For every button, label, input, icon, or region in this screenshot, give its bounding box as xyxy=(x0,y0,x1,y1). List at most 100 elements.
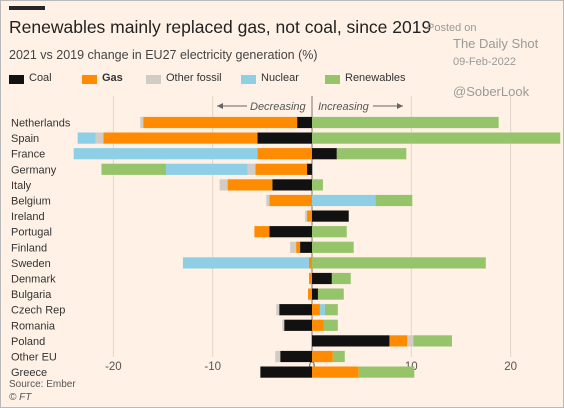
bar-other-fossil xyxy=(305,210,308,222)
bar-coal xyxy=(312,148,337,160)
bar-coal xyxy=(260,366,312,378)
legend-label-nuclear: Nuclear xyxy=(261,72,299,84)
bar-renewables xyxy=(358,366,415,378)
bar-gas xyxy=(389,335,408,347)
legend-swatch-renewables xyxy=(325,75,340,84)
watermark-handle: @SoberLook xyxy=(453,84,530,99)
category-label: Netherlands xyxy=(11,118,71,130)
bar-renewables xyxy=(375,194,413,207)
bar-gas xyxy=(143,116,298,129)
bar-nuclear xyxy=(73,148,258,160)
bar-other-fossil xyxy=(276,304,280,316)
bar-renewables xyxy=(336,148,407,160)
bar-gas xyxy=(309,272,312,285)
legend-label-renewables: Renewables xyxy=(345,72,406,84)
bar-gas xyxy=(312,366,359,378)
bar-other-fossil xyxy=(275,350,281,363)
bar-gas xyxy=(103,132,258,144)
bar-renewables xyxy=(332,350,345,363)
bar-other-fossil xyxy=(407,335,414,347)
category-label: Poland xyxy=(11,336,45,348)
bar-gas xyxy=(257,148,312,160)
bar-renewables xyxy=(312,241,354,253)
x-tick-label: -10 xyxy=(204,361,221,373)
bar-coal xyxy=(297,116,312,129)
legend-label-other-fossil: Other fossil xyxy=(166,72,222,84)
category-label: Italy xyxy=(11,180,32,192)
bar-gas xyxy=(227,179,273,191)
bar-other-fossil xyxy=(95,132,104,144)
bar-nuclear xyxy=(166,163,248,175)
bar-coal xyxy=(279,304,312,316)
bar-renewables xyxy=(312,179,323,191)
bar-renewables xyxy=(101,163,167,175)
bar-coal xyxy=(284,319,312,331)
bar-renewables xyxy=(312,257,486,269)
bar-coal xyxy=(280,350,312,363)
watermark-posted-on: Posted on xyxy=(427,22,477,34)
bar-nuclear xyxy=(77,132,96,144)
bar-other-fossil xyxy=(282,319,285,331)
chart-subtitle: 2021 vs 2019 change in EU27 electricity … xyxy=(9,48,318,62)
bar-coal xyxy=(312,288,318,300)
category-label: France xyxy=(11,149,45,161)
bar-renewables xyxy=(324,304,338,316)
bar-coal xyxy=(307,163,312,175)
chart-title: Renewables mainly replaced gas, not coal… xyxy=(9,17,432,37)
legend-swatch-gas xyxy=(82,75,97,84)
category-label: Spain xyxy=(11,133,39,145)
legend-swatch-coal xyxy=(9,75,24,84)
x-tick-label: -20 xyxy=(105,361,122,373)
bar-renewables xyxy=(413,335,453,347)
bar-other-fossil xyxy=(219,179,228,191)
bar-coal xyxy=(269,226,312,238)
category-label: Greece xyxy=(11,367,47,379)
bar-nuclear xyxy=(312,194,376,207)
bar-gas xyxy=(254,226,270,238)
decreasing-label: Decreasing xyxy=(250,101,307,113)
bar-renewables xyxy=(312,226,347,238)
watermark-publisher: The Daily Shot xyxy=(453,36,539,51)
bar-renewables xyxy=(317,288,344,300)
bar-gas xyxy=(269,194,312,207)
category-label: Bulgaria xyxy=(11,289,52,301)
bar-coal xyxy=(272,179,312,191)
bar-coal xyxy=(312,335,390,347)
legend-swatch-other-fossil xyxy=(146,75,161,84)
bar-gas xyxy=(312,319,324,331)
legend-swatch-nuclear xyxy=(241,75,256,84)
bar-other-fossil xyxy=(247,163,256,175)
bar-gas xyxy=(309,257,312,269)
bar-other-fossil xyxy=(266,194,270,207)
bar-coal xyxy=(312,210,349,222)
bar-gas xyxy=(296,241,301,253)
header-rule xyxy=(9,6,45,10)
category-label: Denmark xyxy=(11,274,56,286)
increasing-arrow-head xyxy=(397,103,403,109)
category-label: Sweden xyxy=(11,258,51,270)
ft-credit: © FT xyxy=(9,392,32,403)
bar-coal xyxy=(312,272,332,285)
legend-label-gas: Gas xyxy=(102,72,123,84)
category-label: Ireland xyxy=(11,211,45,223)
category-label: Czech Rep xyxy=(11,305,65,317)
category-label: Finland xyxy=(11,242,47,254)
bar-coal xyxy=(300,241,312,253)
bar-other-fossil xyxy=(140,116,144,129)
bar-gas xyxy=(255,163,308,175)
watermark-date: 09-Feb-2022 xyxy=(453,56,516,68)
source-note: Source: Ember xyxy=(9,379,76,390)
category-label: Portugal xyxy=(11,227,52,239)
bar-renewables xyxy=(312,116,499,129)
bar-gas xyxy=(307,210,312,222)
bar-renewables xyxy=(323,319,338,331)
bar-renewables xyxy=(331,272,351,285)
category-label: Germany xyxy=(11,164,57,176)
decreasing-arrow-head xyxy=(217,103,223,109)
increasing-label: Increasing xyxy=(318,101,370,113)
bar-other-fossil xyxy=(290,241,297,253)
bar-coal xyxy=(257,132,312,144)
category-label: Other EU xyxy=(11,352,57,364)
